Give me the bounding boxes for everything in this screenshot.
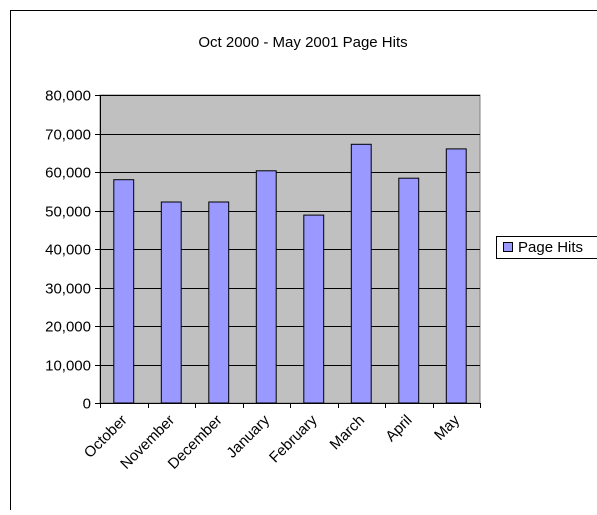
y-tick-label: 60,000 (45, 165, 91, 182)
bar (446, 149, 466, 403)
y-tick-label: 30,000 (45, 281, 91, 298)
legend-label: Page Hits (518, 239, 583, 256)
legend-swatch (504, 243, 513, 252)
y-tick-label: 0 (83, 396, 91, 413)
legend: Page Hits (497, 237, 597, 259)
bar (256, 171, 276, 403)
y-tick-label: 10,000 (45, 358, 91, 375)
y-tick-label: 80,000 (45, 88, 91, 105)
chart-title: Oct 2000 - May 2001 Page Hits (198, 34, 407, 51)
y-tick-labels: 0 10,000 20,000 30,000 40,000 50,000 60,000 70,… (45, 88, 91, 413)
bar (304, 215, 324, 403)
y-tick-label: 70,000 (45, 127, 91, 144)
y-tick-label: 50,000 (45, 204, 91, 221)
bar (399, 178, 419, 403)
y-tick-label: 20,000 (45, 319, 91, 336)
bar (114, 180, 134, 403)
y-tick-label: 40,000 (45, 242, 91, 259)
bar (351, 144, 371, 403)
bar (209, 202, 229, 403)
bar (161, 202, 181, 403)
